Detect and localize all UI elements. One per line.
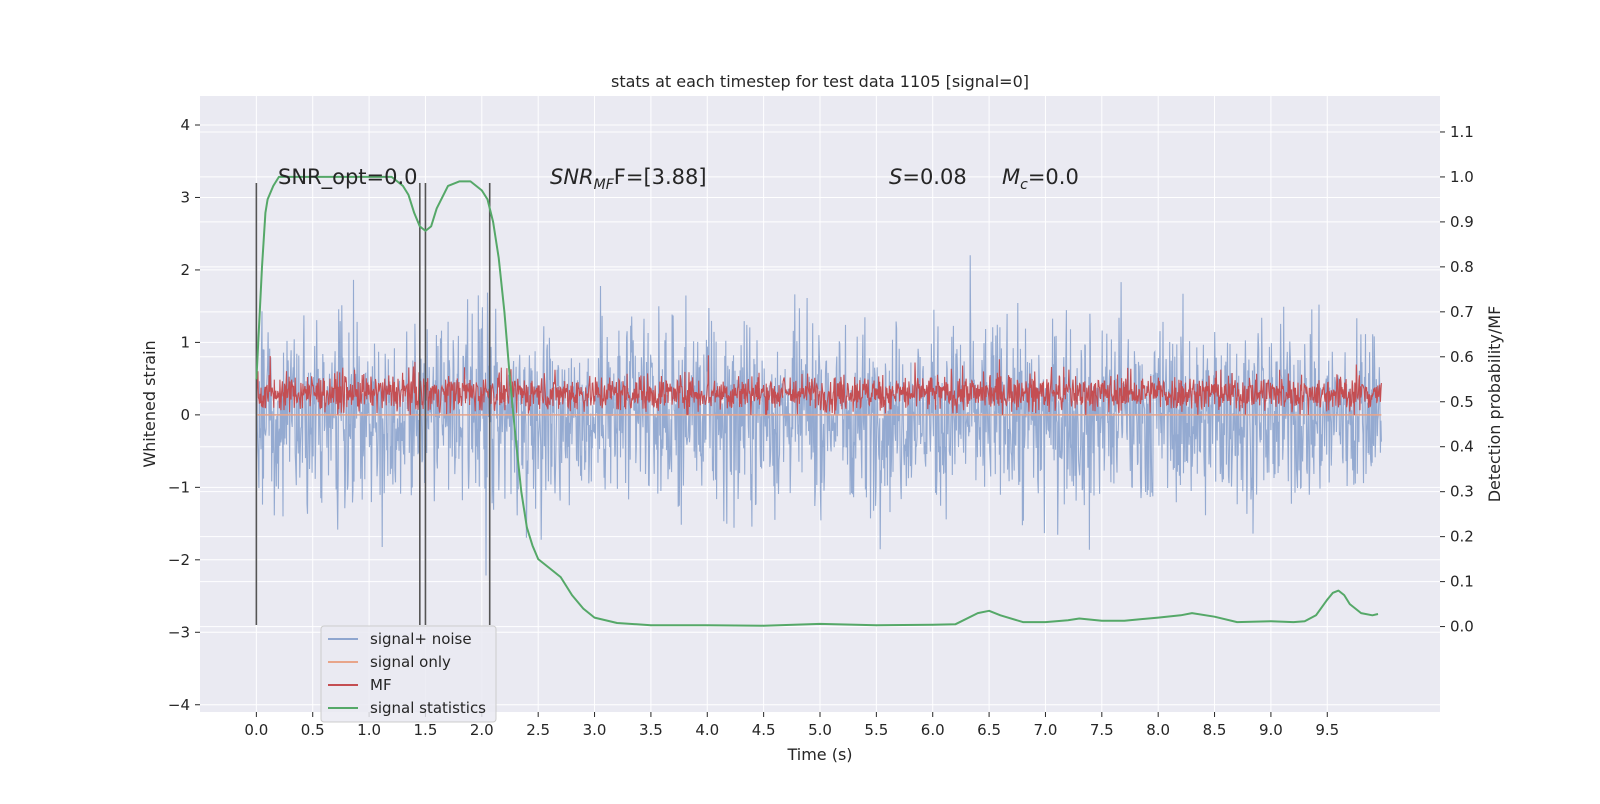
y2-tick-label: 0.0 <box>1450 618 1474 636</box>
legend: signal+ noise signal only MF signal stat… <box>320 625 497 723</box>
x-tick-label: 2.5 <box>526 721 550 739</box>
x-tick-label: 6.0 <box>921 721 945 739</box>
annotation-snr-mf-main: SNR <box>550 165 594 189</box>
x-tick-label: 6.5 <box>977 721 1001 739</box>
x-axis-label: Time (s) <box>786 745 852 764</box>
legend-label-noise: signal+ noise <box>370 630 472 648</box>
series-signal-statistics-line <box>255 175 1379 627</box>
x-tick-label: 1.5 <box>414 721 438 739</box>
data-layer <box>255 175 1382 627</box>
legend-label-mf: MF <box>370 676 392 694</box>
x-tick-label: 8.0 <box>1146 721 1170 739</box>
y-tick-label: 0 <box>180 406 190 424</box>
y2-tick-label: 0.4 <box>1450 438 1474 456</box>
x-tick-label: 2.0 <box>470 721 494 739</box>
y2-axis-label: Detection probability/MF <box>1485 306 1504 503</box>
y2-tick-label: 0.9 <box>1450 213 1474 231</box>
y-tick-label: −4 <box>168 696 190 714</box>
x-tick-label: 9.5 <box>1315 721 1339 739</box>
annotation-snr-mf-sub: MF <box>594 177 615 193</box>
chart-title: stats at each timestep for test data 110… <box>611 72 1029 91</box>
y2-tick-label: 0.2 <box>1450 528 1474 546</box>
y2-tick-label: 0.6 <box>1450 348 1474 366</box>
annotation-mc-main: M <box>1002 165 1020 189</box>
y2-tick-label: 0.1 <box>1450 573 1474 591</box>
y2-tick-label: 1.1 <box>1450 123 1474 141</box>
y2-tick-label: 0.3 <box>1450 483 1474 501</box>
y-tick-label: −1 <box>168 478 190 496</box>
annotation-s-main: S <box>889 165 902 189</box>
x-tick-label: 8.5 <box>1203 721 1227 739</box>
x-tick-label: 0.0 <box>244 721 268 739</box>
x-tick-label: 4.5 <box>752 721 776 739</box>
annotation-snr-mf-rest: F=[3.88] <box>614 165 707 189</box>
axes: 0.0 0.5 1.0 1.5 2.0 2.5 3.0 3.5 4.0 4.5 5.0 5.5 6.0 6… <box>168 116 1474 739</box>
legend-label-signal-only: signal only <box>370 653 451 671</box>
x-tick-label: 3.0 <box>583 721 607 739</box>
y2-tick-label: 0.5 <box>1450 393 1474 411</box>
x-tick-label: 7.0 <box>1034 721 1058 739</box>
y-tick-label: 3 <box>180 188 190 206</box>
y-tick-label: −3 <box>168 623 190 641</box>
x-tick-label: 9.0 <box>1259 721 1283 739</box>
annotation-mc: Mc=0.0 <box>1002 165 1079 193</box>
annotation-snr-opt: SNR_opt=0.0 <box>278 165 418 190</box>
y-tick-label: 4 <box>180 116 190 134</box>
x-tick-label: 0.5 <box>301 721 325 739</box>
y-axis-label: Whitened strain <box>140 340 159 467</box>
y-tick-label: 1 <box>180 333 190 351</box>
annotation-s: S=0.08 <box>889 165 967 189</box>
series-mf-line <box>255 355 1382 415</box>
y-tick-label: −2 <box>168 551 190 569</box>
y2-tick-label: 0.7 <box>1450 303 1474 321</box>
x-tick-label: 4.0 <box>695 721 719 739</box>
x-tick-label: 3.5 <box>639 721 663 739</box>
y2-tick-label: 0.8 <box>1450 258 1474 276</box>
grid <box>200 96 1440 712</box>
legend-label-stats: signal statistics <box>370 699 486 717</box>
x-tick-label: 5.5 <box>864 721 888 739</box>
annotation-mc-sub: c <box>1020 177 1028 193</box>
x-tick-label: 5.0 <box>808 721 832 739</box>
legend-box <box>320 625 497 723</box>
x-tick-label: 1.0 <box>357 721 381 739</box>
y-tick-label: 2 <box>180 261 190 279</box>
annotation-mc-rest: =0.0 <box>1028 165 1079 189</box>
y2-tick-label: 1.0 <box>1450 168 1474 186</box>
annotation-s-rest: =0.08 <box>902 165 966 189</box>
annotation-snr-mf: SNRMFF=[3.88] <box>550 165 707 193</box>
x-tick-label: 7.5 <box>1090 721 1114 739</box>
